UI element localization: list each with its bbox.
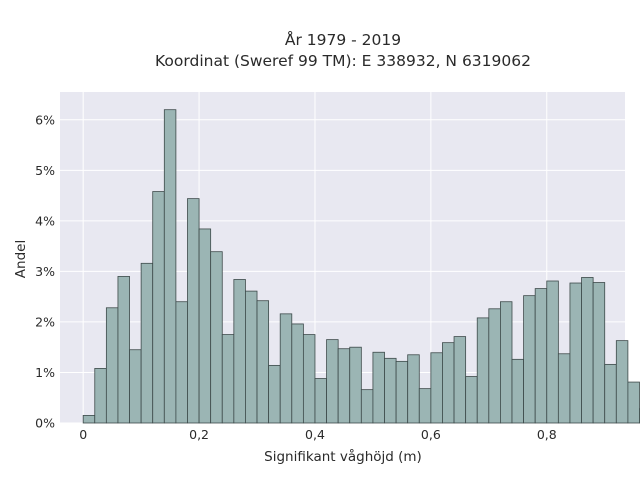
histogram-bar [245,290,258,424]
histogram-bar [279,313,293,424]
histogram-bar [221,334,235,424]
histogram-bar [523,295,536,424]
y-tick-label: 0% [35,416,55,431]
histogram-bar [465,376,478,424]
histogram-bar [407,354,420,424]
histogram-bar [360,389,374,424]
histogram-bar [326,339,339,424]
histogram-bar [291,323,304,424]
histogram-bar [302,334,316,424]
histogram-bar [175,301,188,424]
histogram-bar [592,282,606,424]
x-axis-label: Signifikant våghöjd (m) [264,448,422,465]
histogram-bar [500,301,513,424]
x-tick-label: 0,2 [189,427,209,442]
histogram-bar [546,280,559,424]
histogram-bar [82,415,96,424]
histogram-bar [534,288,548,424]
histogram-bar [488,308,501,424]
y-tick-label: 4% [35,213,55,228]
histogram-bar [442,342,455,424]
histogram-bar [569,282,582,424]
histogram-bar [268,364,281,424]
histogram-bar [384,357,397,424]
x-tick-label: 0,6 [421,427,441,442]
histogram-bar [372,351,385,424]
histogram-bar [163,109,177,424]
x-tick-label: 0,8 [537,427,557,442]
histogram-bar [453,336,467,424]
histogram-bar [418,388,432,424]
histogram-bar [140,262,154,424]
histogram-bar [430,352,443,424]
histogram-bar [581,277,594,424]
histogram-bar [105,307,119,424]
histogram-bar [187,198,200,424]
histogram-bar [94,368,107,424]
x-tick-label: 0,4 [305,427,325,442]
bars [82,109,640,424]
histogram-bar [129,349,142,424]
histogram-bar [604,363,617,424]
histogram-bar [511,358,524,424]
y-tick-label: 5% [35,163,55,178]
histogram-bar [615,340,629,424]
histogram-bar [152,191,165,424]
y-tick-label: 6% [35,112,55,127]
histogram-bar [233,279,246,424]
histogram-bar [627,381,640,424]
histogram-bar [198,228,212,424]
histogram-bar [395,360,409,424]
y-tick-label: 3% [35,264,55,279]
histogram-bar [337,348,351,424]
histogram-bar [476,317,490,424]
histogram-bar [314,378,327,424]
histogram-bar [557,353,571,424]
y-tick-label: 2% [35,314,55,329]
x-tick-label: 0 [79,427,87,442]
chart-title-line-2: Koordinat (Sweref 99 TM): E 338932, N 63… [155,52,531,70]
histogram-bar [256,300,270,424]
chart-title-line-1: År 1979 - 2019 [285,30,401,49]
histogram-bar [117,276,130,424]
tick-labels: 0% 1% 2% 3% 4% 5% 6% 0 0,2 0,4 0,6 0,8 [35,112,557,442]
histogram-bar [349,346,362,424]
histogram-bar [210,251,223,424]
y-axis-label: Andel [13,240,29,278]
y-tick-label: 1% [35,365,55,380]
